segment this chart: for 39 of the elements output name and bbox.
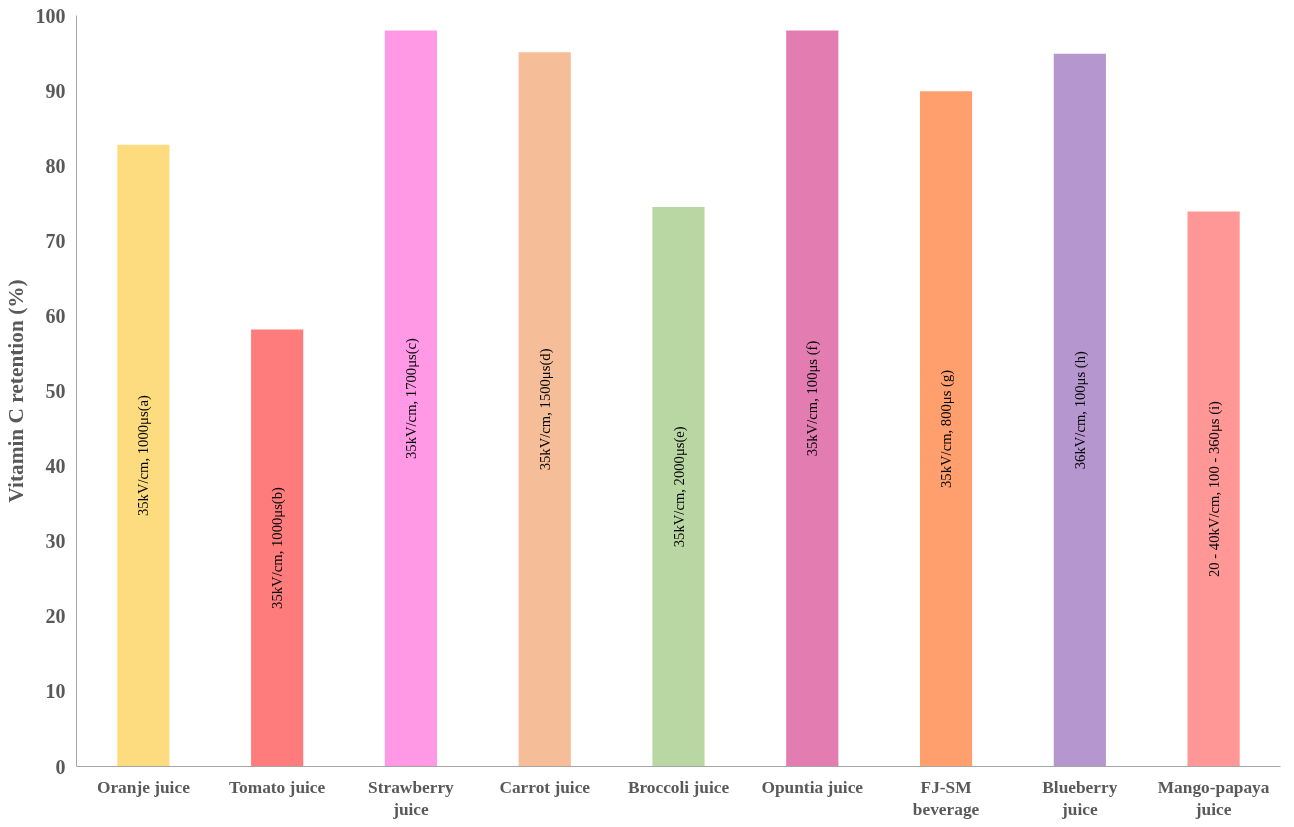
bar: [919, 91, 973, 767]
annotation: 35kV/cm, 1700μs(c): [402, 337, 420, 460]
y-tick-label: 10: [45, 680, 66, 703]
annotation: 35kV/cm, 1000μs(a): [135, 394, 153, 517]
x-tick-label: Broccoli juice: [627, 777, 730, 797]
annotation: 35kV/cm, 2000μs(e): [670, 426, 688, 548]
y-tick-label: 40: [45, 455, 66, 478]
bar: [1187, 211, 1240, 767]
annotation: 35kV/cm, 1000μs(b): [269, 486, 287, 609]
y-tick-label: 70: [45, 229, 66, 252]
bar: [652, 207, 705, 767]
bar: [384, 30, 438, 767]
x-tick-label: Blueberry juice: [1042, 777, 1118, 820]
y-tick-label: 20: [45, 605, 66, 628]
x-tick-label: Tomato juice: [229, 777, 326, 797]
annotation: 36kV/cm, 100μs (h): [1071, 350, 1089, 470]
bar: [117, 144, 170, 767]
bar: [518, 52, 571, 767]
y-tick-label: 30: [45, 530, 66, 553]
annotation: 35kV/cm, 1500μs(d): [536, 348, 554, 471]
y-tick-label: 90: [45, 79, 66, 102]
annotation: 35kV/cm, 100μs (f): [804, 340, 822, 457]
x-tick-label: Oranje juice: [96, 777, 191, 797]
y-tick-label: 100: [35, 4, 66, 27]
y-tick-label: 50: [45, 380, 66, 402]
y-tick-label: 60: [45, 304, 66, 327]
annotation: 20 - 40kV/cm, 100 - 360μs (i): [1205, 400, 1223, 577]
x-tick-label: Carrot juice: [499, 777, 591, 797]
x-tick-label: FJ-SM beverage: [912, 777, 980, 820]
x-tick-label: Mango-papaya juice: [1157, 777, 1270, 820]
y-tick-label: 80: [45, 154, 66, 177]
y-axis-title: Vitamin C retention (%): [3, 279, 28, 503]
bar: [251, 329, 304, 767]
x-tick-label: Strawberry juice: [368, 777, 455, 820]
y-tick-label: 0: [55, 755, 66, 778]
annotation: 35kV/cm, 800μs (g): [938, 369, 956, 489]
bar: [1053, 53, 1106, 767]
bar: [786, 30, 839, 767]
x-tick-label: Opuntia juice: [761, 777, 864, 797]
